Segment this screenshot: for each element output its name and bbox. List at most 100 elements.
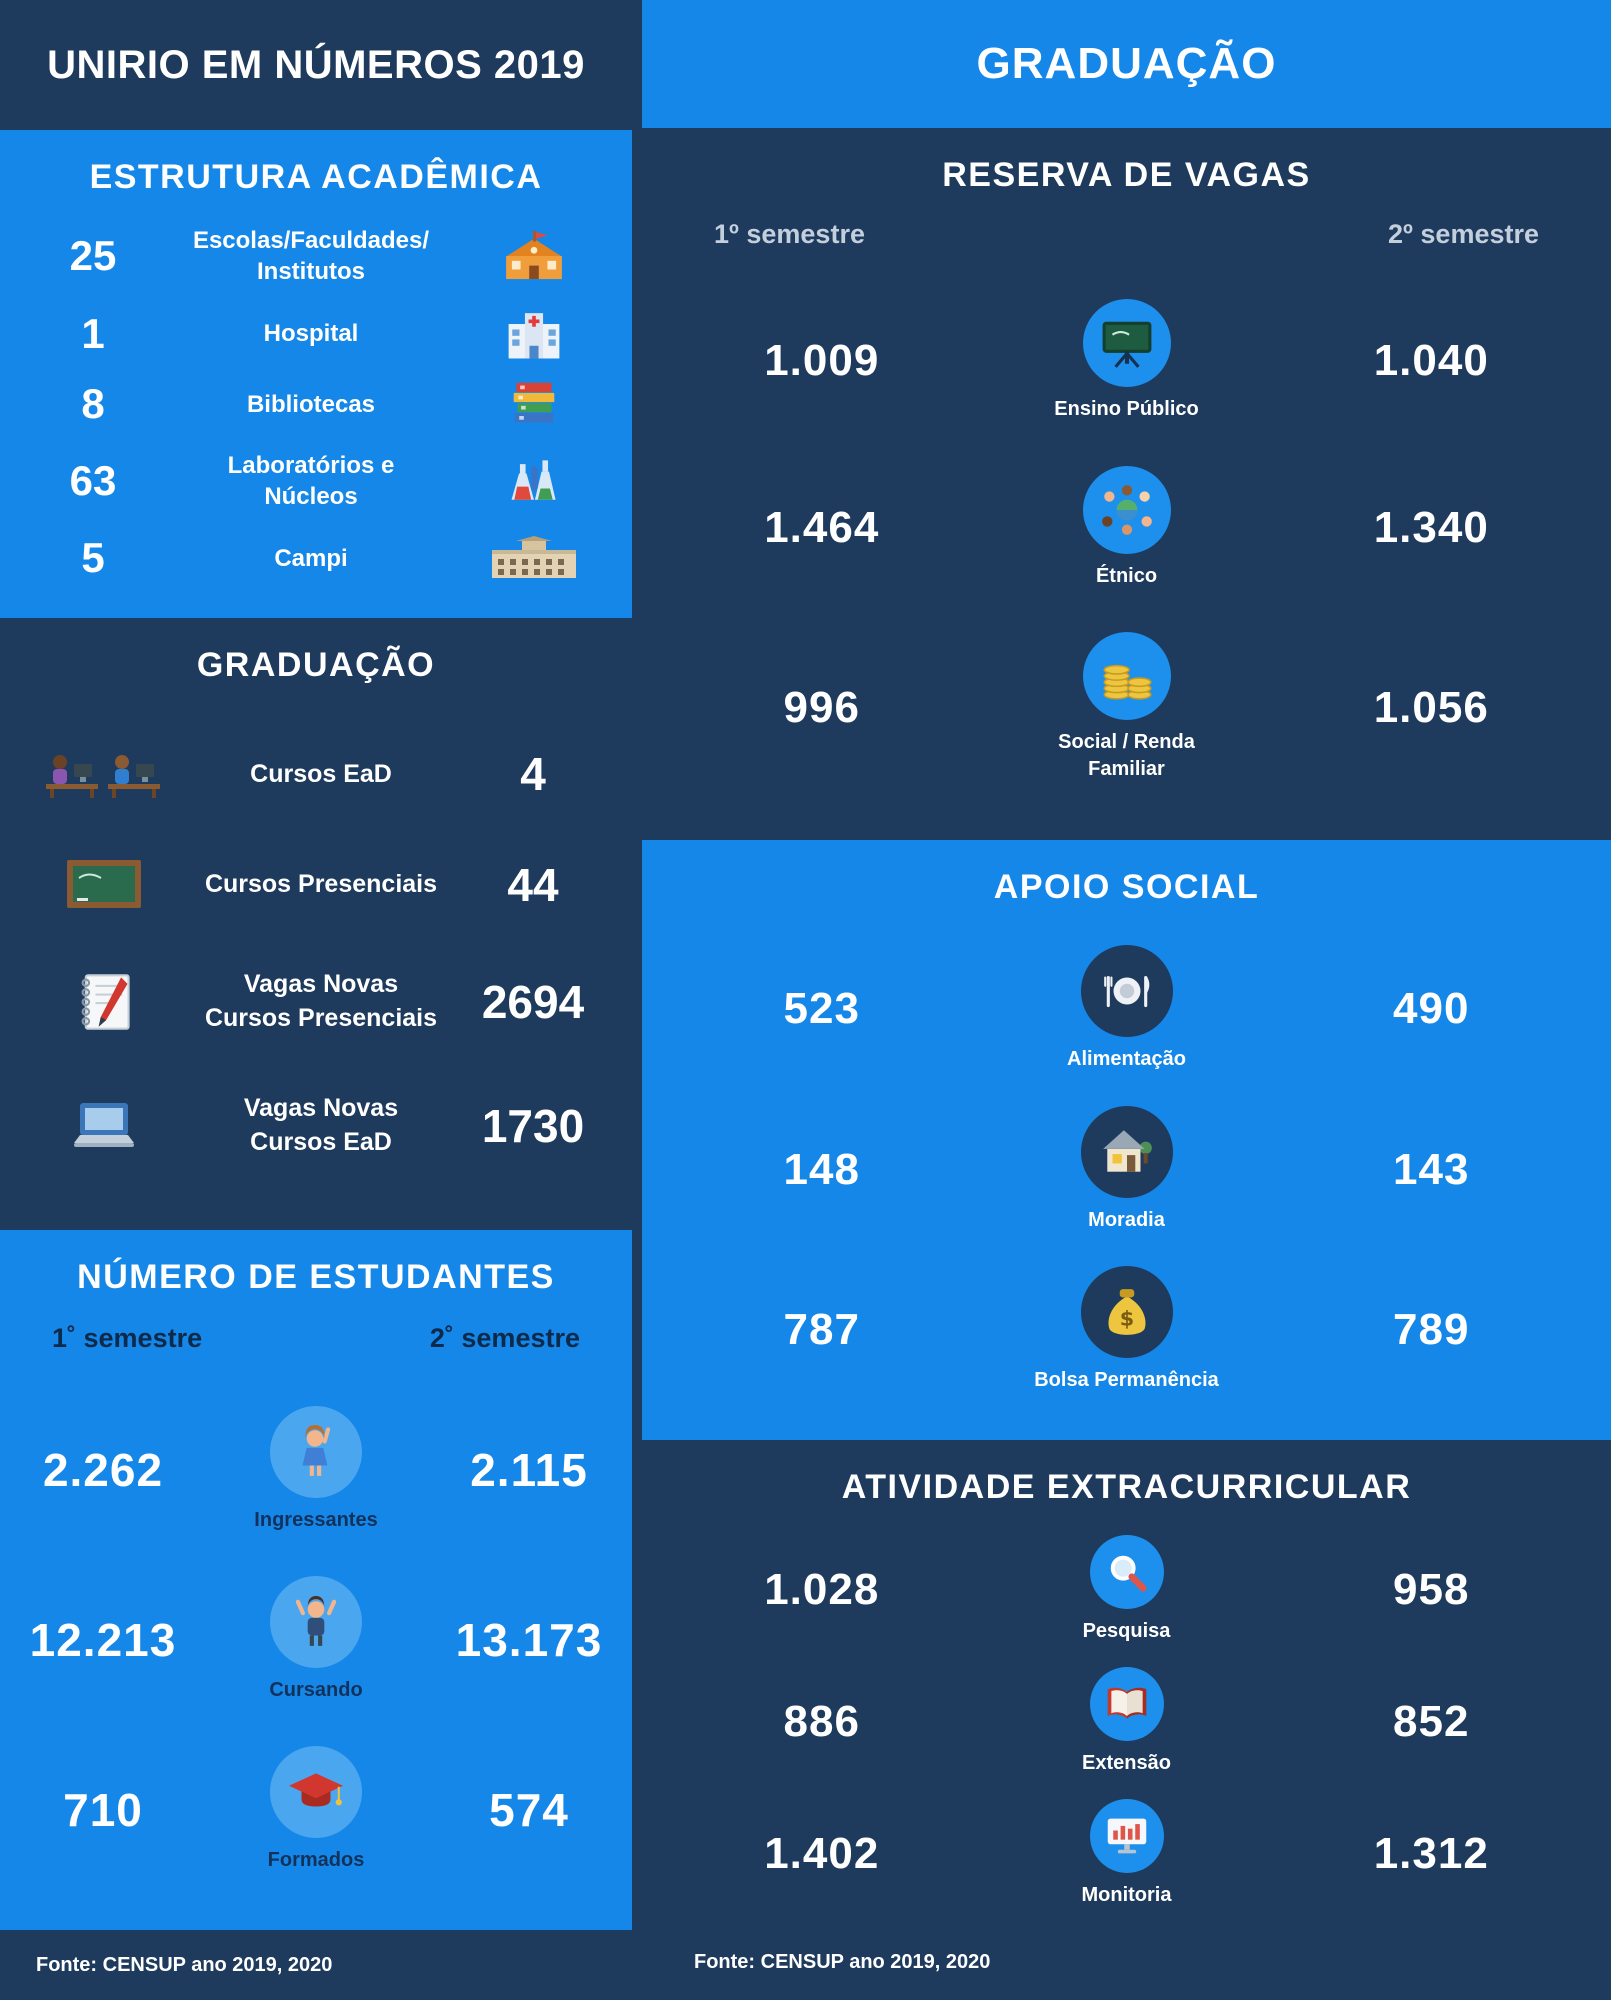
graduacao-rows: Cursos EaD 4 Cursos Presenciais 44 Vagas… (0, 685, 632, 1230)
row-center: Cursando (206, 1576, 426, 1704)
sem2-value: 958 (1393, 1565, 1470, 1614)
left-column: UNIRIO EM NÚMEROS 2019 ESTRUTURA ACADÊMI… (0, 0, 632, 2000)
stat-label: Bibliotecas (246, 390, 376, 418)
stat-row-bibliotecas: 8 Bibliotecas (0, 380, 632, 428)
green-board-icon (1082, 298, 1171, 387)
stat-value: 25 (69, 231, 117, 279)
stat-row-bolsa-permanencia: 787 $ Bolsa Permanência 789 (642, 1265, 1611, 1394)
sem2-value: 2.115 (470, 1444, 588, 1496)
sem1-value: 523 (783, 984, 860, 1034)
stat-label: Pesquisa (1082, 1620, 1171, 1642)
stat-row-escolas: 25 Escolas/Faculdades/ Institutos (0, 225, 632, 287)
meal-plate-icon (1080, 945, 1173, 1038)
source-note: Fonte: CENSUP ano 2019, 2020 (694, 1951, 991, 1973)
row-center: Extensão (1002, 1667, 1252, 1777)
source-note: Fonte: CENSUP ano 2019, 2020 (36, 1953, 333, 1976)
stat-row-campi: 5 Campi (0, 534, 632, 582)
row-center: Monitoria (1002, 1799, 1252, 1909)
sem2-value: 490 (1393, 984, 1470, 1034)
books-icon (454, 380, 614, 428)
stat-row-moradia: 148 Moradia 143 (642, 1105, 1611, 1234)
hospital-icon (454, 309, 614, 359)
stat-label: Ingressantes (254, 1509, 378, 1531)
section-estrutura-academica: ESTRUTURA ACADÊMICA 25 Escolas/Faculdade… (0, 130, 632, 618)
stat-label: Vagas Novas Cursos EaD (243, 1094, 399, 1156)
stat-label: Hospital (263, 320, 359, 348)
stat-row-etnico: 1.464 Étnico 1.340 (642, 465, 1611, 590)
stat-value: 63 (69, 457, 117, 505)
estudantes-rows: 2.262 Ingressantes 2.115 12.213 (0, 1358, 632, 1930)
stat-label: Cursos Presenciais (204, 869, 438, 898)
stat-row-hospital: 1 Hospital (0, 309, 632, 359)
stat-label: Escolas/Faculdades/ Institutos (192, 226, 430, 285)
stat-row-laboratorios: 63 Laboratórios e Núcleos (0, 450, 632, 512)
apoio-rows: 523 Alimentação 490 148 (642, 907, 1611, 1440)
stat-value: 1 (81, 309, 105, 357)
section-apoio-social: APOIO SOCIAL 523 Alimentação 490 148 (642, 840, 1611, 1440)
section-numero-estudantes: NÚMERO DE ESTUDANTES 1˚ semestre 2˚ seme… (0, 1230, 632, 1930)
right-title: GRADUAÇÃO (976, 39, 1277, 88)
semester-2-header: 2º semestre (1388, 219, 1539, 249)
sem1-value: 886 (783, 1697, 860, 1746)
stat-row-extensao: 886 Extensão 852 (642, 1667, 1611, 1777)
sem2-value: 1.312 (1373, 1829, 1489, 1878)
stat-value: 2694 (481, 975, 585, 1028)
section-title-graduacao: GRADUAÇÃO (196, 646, 436, 684)
row-center: Alimentação (1002, 945, 1252, 1073)
stat-label: Cursos EaD (250, 759, 392, 788)
section-title-atividade: ATIVIDADE EXTRACURRICULAR (841, 1468, 1412, 1506)
chalkboard-icon (14, 858, 194, 912)
stat-row-formados: 710 Formados 574 (0, 1746, 632, 1874)
student-girl-icon (270, 1406, 362, 1498)
stat-value: 44 (507, 858, 559, 911)
main-header: UNIRIO EM NÚMEROS 2019 (0, 0, 632, 130)
stat-label: Ensino Público (1054, 397, 1199, 420)
lab-flasks-icon (454, 456, 614, 506)
stat-value: 5 (81, 534, 105, 582)
svg-text:$: $ (1119, 1306, 1133, 1330)
row-center: Ingressantes (206, 1406, 426, 1534)
stat-label: Monitoria (1081, 1884, 1172, 1906)
section-title-apoio: APOIO SOCIAL (993, 868, 1260, 906)
right-footer: Fonte: CENSUP ano 2019, 2020 (642, 1945, 1611, 2000)
campus-building-icon (454, 536, 614, 580)
section-graduacao-left: GRADUAÇÃO Cursos EaD 4 Cursos Presenciai… (0, 618, 632, 1230)
section-title-estrutura: ESTRUTURA ACADÊMICA (89, 158, 543, 196)
page-title: UNIRIO EM NÚMEROS 2019 (47, 42, 585, 87)
online-students-icon (14, 748, 194, 800)
sem2-value: 852 (1393, 1697, 1470, 1746)
magnifier-icon (1089, 1535, 1164, 1609)
section-atividade-extracurricular: ATIVIDADE EXTRACURRICULAR 1.028 Pesquisa… (642, 1440, 1611, 2000)
sem1-value: 710 (63, 1784, 143, 1836)
stat-row-cursos-ead: Cursos EaD 4 (0, 747, 632, 801)
sem2-value: 574 (489, 1784, 569, 1836)
money-bag-icon: $ (1080, 1265, 1173, 1358)
reserva-rows: 1.009 Ensino Público 1.040 1.464 (642, 250, 1611, 840)
row-center: Pesquisa (1002, 1535, 1252, 1645)
student-boy-icon (270, 1576, 362, 1668)
stat-value: 8 (81, 380, 105, 428)
sem1-value: 2.262 (42, 1444, 164, 1496)
sem1-value: 1.464 (764, 502, 880, 552)
stat-row-pesquisa: 1.028 Pesquisa 958 (642, 1535, 1611, 1645)
sem1-value: 1.009 (764, 335, 880, 385)
stat-row-ensino-publico: 1.009 Ensino Público 1.040 (642, 298, 1611, 423)
stat-row-monitoria: 1.402 Monitoria 1.312 (642, 1799, 1611, 1909)
left-footer: Fonte: CENSUP ano 2019, 2020 (0, 1930, 632, 2000)
sem2-value: 1.040 (1373, 335, 1489, 385)
semester-2-header: 2˚ semestre (429, 1323, 580, 1353)
section-title-reserva: RESERVA DE VAGAS (942, 156, 1311, 194)
right-header: GRADUAÇÃO (642, 0, 1611, 128)
right-column: GRADUAÇÃO RESERVA DE VAGAS 1º semestre 2… (632, 0, 1611, 2000)
section-reserva-de-vagas: RESERVA DE VAGAS 1º semestre 2º semestre… (642, 128, 1611, 840)
sem2-value: 789 (1393, 1304, 1470, 1354)
stat-label: Alimentação (1067, 1048, 1186, 1071)
row-center: $ Bolsa Permanência (1002, 1265, 1252, 1394)
stat-row-cursos-presenciais: Cursos Presenciais 44 (0, 858, 632, 912)
row-center: Ensino Público (1002, 298, 1252, 423)
stat-row-cursando: 12.213 Cursando 13.173 (0, 1576, 632, 1704)
stat-label: Étnico (1095, 564, 1158, 587)
stat-label: Bolsa Permanência (1034, 1368, 1219, 1391)
stat-label: Campi (274, 544, 348, 572)
